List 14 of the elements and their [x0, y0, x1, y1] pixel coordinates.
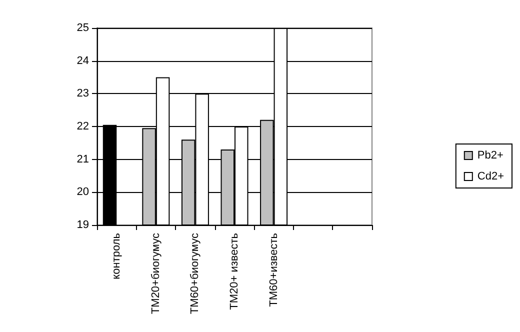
- y-tick-label: 23: [76, 88, 89, 100]
- x-tick-label: контроль: [110, 232, 123, 280]
- y-tick-label: 19: [76, 219, 89, 231]
- x-tick-label: ТМ20+ известь: [228, 232, 240, 310]
- y-tick-label: 24: [76, 54, 89, 67]
- x-tick-label: ТМ20+биогумус: [150, 232, 162, 314]
- y-tick-label: 22: [76, 120, 89, 132]
- x-tick-label: ТМ60+известь: [268, 232, 280, 307]
- legend-label: Pb2+: [477, 150, 504, 162]
- y-tick-label: 21: [76, 153, 89, 166]
- y-tick-label: 20: [76, 186, 89, 198]
- x-tick-label: ТМ60+биогумус: [189, 232, 202, 314]
- y-tick-label: 25: [76, 22, 89, 34]
- legend-label: Cd2+: [477, 170, 504, 182]
